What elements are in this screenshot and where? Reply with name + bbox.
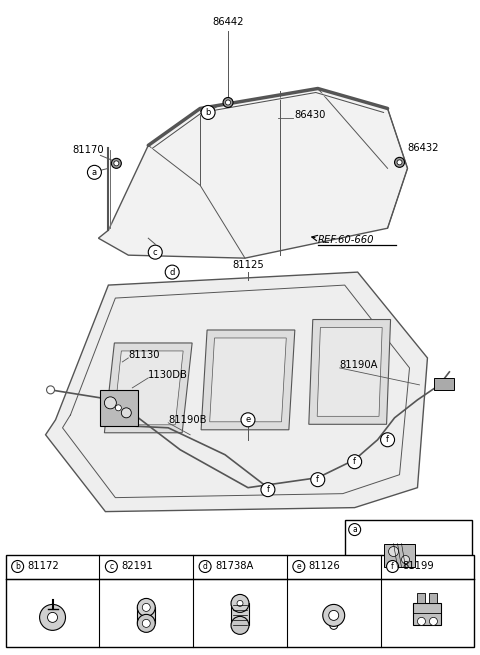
Text: 81130: 81130 [128, 350, 160, 360]
Circle shape [348, 523, 360, 536]
Polygon shape [201, 330, 295, 430]
Text: e: e [297, 562, 301, 571]
Bar [418, 593, 425, 603]
Circle shape [241, 413, 255, 427]
Circle shape [111, 159, 121, 168]
Circle shape [121, 408, 132, 418]
Text: f: f [391, 562, 394, 571]
Circle shape [142, 620, 150, 627]
Text: f: f [316, 475, 319, 484]
Polygon shape [317, 328, 382, 417]
Circle shape [418, 618, 425, 626]
Bar [413, 603, 442, 626]
Circle shape [87, 165, 101, 179]
Circle shape [348, 455, 361, 469]
Text: a: a [92, 168, 97, 177]
Circle shape [148, 245, 162, 259]
Bar [345, 519, 472, 578]
Text: c: c [153, 248, 157, 257]
Circle shape [106, 561, 117, 572]
Circle shape [142, 603, 150, 611]
Text: a: a [352, 525, 357, 534]
Text: b: b [15, 562, 20, 571]
Circle shape [261, 483, 275, 496]
Text: 81172: 81172 [28, 561, 60, 572]
Circle shape [237, 601, 243, 607]
Text: f: f [266, 485, 269, 494]
Text: f: f [353, 457, 356, 466]
Circle shape [389, 546, 398, 557]
Bar [231, 603, 249, 626]
Text: REF.60-660: REF.60-660 [318, 235, 374, 245]
Text: 82191: 82191 [121, 561, 153, 572]
Text: 81738A: 81738A [215, 561, 253, 572]
Circle shape [323, 605, 345, 626]
Circle shape [165, 265, 179, 279]
Text: e: e [245, 415, 251, 424]
Circle shape [397, 160, 402, 165]
Circle shape [311, 473, 325, 487]
Circle shape [329, 610, 339, 620]
Text: 86430: 86430 [295, 111, 326, 121]
Circle shape [381, 433, 395, 447]
Text: 81126: 81126 [309, 561, 340, 572]
Text: 86432: 86432 [408, 143, 439, 153]
Text: d: d [203, 562, 207, 571]
Text: d: d [169, 268, 175, 276]
Circle shape [114, 161, 119, 166]
Bar [137, 607, 155, 624]
Polygon shape [113, 351, 183, 425]
Text: 81199: 81199 [403, 561, 434, 572]
Text: c: c [109, 562, 113, 571]
Circle shape [430, 618, 437, 626]
Circle shape [226, 100, 230, 105]
Bar [330, 616, 338, 626]
Circle shape [395, 157, 405, 167]
Bar [100, 390, 138, 426]
Polygon shape [210, 338, 286, 422]
Text: 81170: 81170 [72, 145, 104, 155]
Circle shape [12, 561, 24, 572]
Text: f: f [386, 436, 389, 444]
Text: 81190A: 81190A [340, 360, 378, 370]
Polygon shape [98, 88, 408, 258]
Circle shape [104, 397, 116, 409]
Circle shape [201, 105, 215, 119]
Circle shape [48, 612, 58, 622]
Circle shape [137, 614, 155, 632]
Text: 81125: 81125 [232, 260, 264, 270]
Text: 1130DB: 1130DB [148, 370, 188, 380]
Polygon shape [46, 272, 428, 512]
Circle shape [231, 616, 249, 634]
Circle shape [223, 98, 233, 107]
Text: 81174: 81174 [365, 525, 396, 534]
Text: 86442: 86442 [212, 16, 244, 27]
Bar [434, 378, 455, 390]
Circle shape [137, 599, 155, 616]
Text: 81190B: 81190B [168, 415, 207, 425]
Text: b: b [205, 108, 211, 117]
Polygon shape [104, 343, 192, 433]
Bar [6, 555, 474, 647]
Bar [384, 544, 416, 567]
Bar [430, 593, 437, 603]
Circle shape [402, 555, 409, 563]
Circle shape [293, 561, 305, 572]
Circle shape [231, 595, 249, 612]
Polygon shape [309, 320, 391, 424]
Circle shape [47, 386, 55, 394]
Circle shape [199, 561, 211, 572]
Circle shape [386, 561, 398, 572]
Circle shape [115, 405, 121, 411]
Circle shape [39, 605, 65, 630]
